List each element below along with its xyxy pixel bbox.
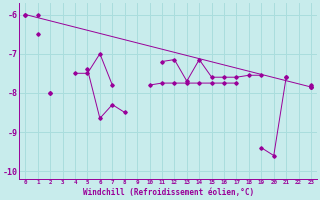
X-axis label: Windchill (Refroidissement éolien,°C): Windchill (Refroidissement éolien,°C): [83, 188, 254, 197]
